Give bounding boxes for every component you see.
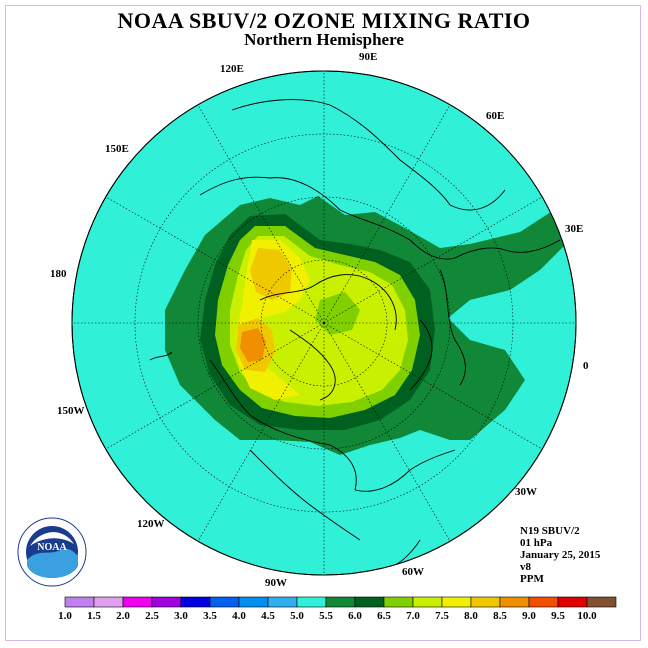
lon-label-120e: 120E (220, 63, 244, 75)
scale-tick-label: 3.5 (203, 610, 217, 622)
globe-outline (71, 70, 577, 576)
info-block: N19 SBUV/2 01 hPa January 25, 2015 v8 PP… (520, 525, 600, 585)
scale-tick-label: 5.0 (290, 610, 304, 622)
scale-tick-label: 7.5 (435, 610, 449, 622)
contour-8-5 (240, 328, 266, 362)
scale-tick-label: 7.0 (406, 610, 420, 622)
ozone-contours (72, 71, 576, 575)
scale-tick-label: 8.0 (464, 610, 478, 622)
scale-tick-label: 10.0 (577, 610, 597, 622)
scale-tick-label: 6.5 (377, 610, 391, 622)
scale-tick-label: 1.5 (87, 610, 101, 622)
noaa-logo-text: NOAA (37, 542, 67, 553)
scale-tick-label: 3.0 (174, 610, 188, 622)
lon-label-30e: 30E (565, 223, 584, 235)
lon-label-150e: 150E (105, 143, 129, 155)
scale-tick-label: 6.0 (348, 610, 362, 622)
scale-tick-label: 1.0 (58, 610, 72, 622)
scale-tick-label: 2.5 (145, 610, 159, 622)
scale-tick-label: 4.0 (232, 610, 246, 622)
lon-label-0: 0 (583, 360, 589, 372)
scale-tick-label: 4.5 (261, 610, 275, 622)
map-subtitle: Northern Hemisphere (244, 30, 404, 49)
lon-label-60e: 60E (486, 110, 505, 122)
scale-tick-label: 5.5 (319, 610, 333, 622)
page-frame (5, 5, 641, 641)
lon-label-30w: 30W (515, 486, 537, 498)
scale-tick-label: 2.0 (116, 610, 130, 622)
noaa-logo: NOAA (17, 517, 87, 587)
scale-tick-label: 9.0 (522, 610, 536, 622)
version-label: v8 (520, 561, 531, 573)
lon-label-180: 180 (50, 268, 67, 280)
units-label: PPM (520, 573, 544, 585)
coastlines (149, 99, 561, 566)
meridian-lines (72, 71, 576, 575)
date-label: January 25, 2015 (520, 549, 601, 561)
contour-8-0-a (250, 248, 292, 300)
pressure-level-label: 01 hPa (520, 537, 553, 549)
scale-tick-label: 9.5 (551, 610, 565, 622)
lon-label-90e: 90E (359, 51, 378, 63)
lon-label-150w: 150W (57, 405, 85, 417)
lon-label-120w: 120W (137, 518, 165, 530)
lon-label-60w: 60W (402, 566, 424, 578)
map-title: NOAA SBUV/2 OZONE MIXING RATIO (117, 8, 531, 33)
scale-tick-label: 8.5 (493, 610, 507, 622)
contour-7-0-inner (315, 292, 360, 335)
lon-label-90w: 90W (265, 577, 287, 589)
satellite-label: N19 SBUV/2 (520, 525, 580, 537)
